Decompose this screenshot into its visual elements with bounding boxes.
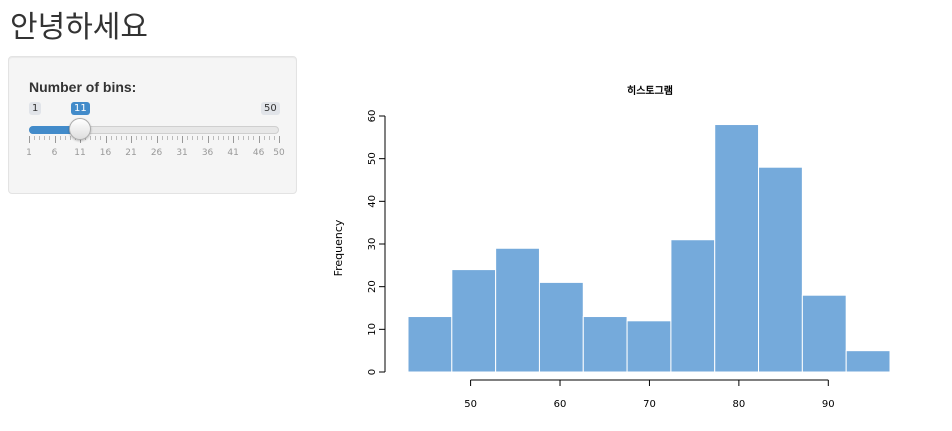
y-axis-label: Frequency	[332, 219, 345, 276]
slider-tick	[202, 136, 204, 140]
slider-min-badge: 1	[29, 102, 42, 115]
slider-tick	[248, 136, 250, 140]
slider-tick	[141, 136, 143, 140]
histogram-bar	[495, 247, 540, 373]
histogram-bar	[714, 124, 760, 373]
y-tick-label: 50	[367, 152, 378, 165]
slider-tick	[100, 136, 102, 140]
histogram-bars	[407, 124, 891, 373]
slider-handle[interactable]	[69, 118, 92, 140]
histogram-bar	[801, 294, 847, 373]
x-axis: 50 60 70 80 90	[464, 379, 835, 410]
chart-title: 히스토그램	[627, 84, 673, 97]
slider-tick	[212, 136, 214, 140]
slider-tick	[243, 136, 245, 140]
slider-tick	[238, 136, 240, 140]
y-tick-label: 10	[367, 323, 378, 336]
slider-tick	[59, 136, 61, 140]
slider-tick-label: 26	[150, 148, 163, 158]
histogram-bar	[451, 269, 497, 373]
slider-track-fill	[29, 126, 81, 134]
slider-tick-label: 36	[201, 148, 214, 158]
slider-tick	[217, 136, 219, 140]
slider-tick	[146, 136, 148, 140]
slider-tick	[49, 136, 51, 140]
histogram-bar	[670, 239, 716, 373]
slider-tick	[69, 136, 71, 140]
slider-tick-label: 16	[99, 148, 112, 158]
slider-tick	[115, 136, 117, 140]
x-tick-label: 90	[822, 399, 835, 410]
y-tick-label: 40	[367, 195, 378, 208]
histogram-chart: 히스토그램 Frequency 0 10 20 30 40 50 60 50 60 70 80 90	[332, 84, 891, 410]
slider-tick	[187, 136, 189, 140]
slider-tick	[151, 136, 153, 140]
slider-tick	[125, 136, 127, 140]
slider-tick	[268, 136, 270, 140]
slider-tick-label: 6	[51, 148, 58, 158]
slider-tick	[105, 136, 107, 143]
slider-tick	[54, 136, 56, 143]
slider-tick	[156, 136, 158, 143]
slider-tick	[110, 136, 112, 140]
slider-tick	[90, 136, 92, 140]
slider-tick	[29, 136, 30, 143]
slider-tick-label: 31	[176, 148, 188, 158]
page-title: 안녕하세요	[10, 10, 148, 45]
slider-tick	[227, 136, 229, 140]
slider-tick	[176, 136, 178, 140]
slider-tick	[222, 136, 224, 140]
slider-tick	[120, 136, 122, 140]
slider-tick-label: 11	[74, 148, 86, 158]
x-tick-label: 80	[733, 399, 746, 410]
slider-tick	[95, 136, 97, 140]
slider-tick-label: 21	[125, 148, 137, 158]
sidebar-panel: Number of bins: 1 11 50 1 6 11 16 21 26 31 36 41…	[8, 56, 297, 194]
y-tick-label: 20	[367, 280, 378, 293]
slider-tick	[273, 136, 275, 140]
x-tick-label: 50	[464, 399, 477, 410]
histogram-bar	[538, 281, 584, 373]
slider-tick	[44, 136, 46, 140]
slider-tick	[279, 136, 280, 143]
slider-tick	[207, 136, 209, 143]
slider-tick	[233, 136, 235, 143]
y-tick-label: 0	[367, 369, 378, 375]
slider-tick	[131, 136, 133, 143]
y-axis: 0 10 20 30 40 50 60	[367, 110, 386, 375]
slider-tick	[161, 136, 163, 140]
histogram-bar	[758, 166, 803, 373]
slider-tick-label: 1	[26, 148, 32, 158]
slider-tick	[197, 136, 199, 140]
slider-max-badge: 50	[261, 102, 280, 115]
x-tick-label: 70	[643, 399, 656, 410]
histogram-bar	[407, 316, 453, 373]
slider-tick-label: 50	[273, 148, 285, 158]
slider-tick	[166, 136, 168, 140]
histogram-bar	[582, 316, 628, 373]
histogram-bar	[845, 350, 891, 373]
slider-tick	[192, 136, 194, 140]
y-tick-label: 60	[367, 110, 378, 123]
histogram-bar	[626, 320, 672, 373]
slider-label: Number of bins:	[29, 79, 137, 95]
slider-tick-label: 46	[252, 148, 265, 158]
slider-tick	[258, 136, 260, 143]
slider-tick	[263, 136, 265, 140]
slider-tick	[171, 136, 173, 140]
slider-tick	[136, 136, 138, 140]
slider-tick-label: 41	[227, 148, 239, 158]
slider-tick	[182, 136, 184, 143]
slider-tick	[34, 136, 36, 140]
x-tick-label: 60	[554, 399, 567, 410]
y-tick-label: 30	[367, 238, 378, 251]
slider-tick	[64, 136, 66, 140]
slider-value-badge: 11	[71, 102, 90, 115]
slider-tick	[39, 136, 41, 140]
slider-tick	[253, 136, 255, 140]
